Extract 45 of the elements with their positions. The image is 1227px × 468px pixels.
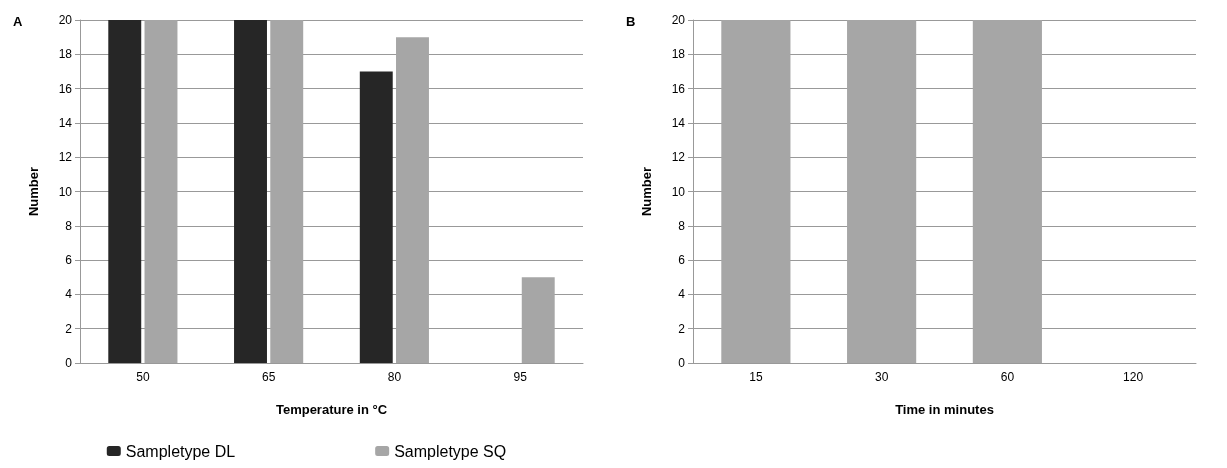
- y-tick-label: 20: [671, 13, 686, 27]
- y-tick-label: 6: [65, 253, 73, 268]
- bar: [359, 71, 393, 363]
- bar: [270, 20, 304, 363]
- y-tick-label: 16: [671, 81, 686, 96]
- x-axis-title: Temperature in °C: [275, 402, 388, 417]
- y-tick-label: 18: [671, 47, 686, 62]
- x-tick-label: 15: [749, 370, 763, 384]
- x-tick-label: 50: [136, 370, 150, 384]
- y-axis-title: Number: [26, 166, 41, 217]
- x-tick-label: 120: [1123, 370, 1144, 384]
- y-tick-label: 12: [58, 150, 73, 165]
- chart-title: B: [626, 14, 636, 29]
- y-tick-label: 10: [671, 184, 686, 199]
- y-tick-label: 0: [65, 356, 73, 370]
- y-tick-label: 14: [671, 115, 686, 130]
- bar: [521, 277, 555, 363]
- y-tick-label: 2: [678, 321, 686, 336]
- x-tick-label: 30: [874, 370, 889, 384]
- y-tick-label: 2: [65, 321, 73, 336]
- y-tick-label: 18: [58, 47, 73, 62]
- y-tick-label: 12: [671, 150, 686, 165]
- y-axis-title: Number: [639, 166, 654, 217]
- y-tick-label: 8: [678, 218, 686, 233]
- bar: [234, 20, 267, 363]
- chart-title: A: [13, 14, 23, 29]
- legend-label: Sampletype SQ: [394, 442, 507, 460]
- x-axis-title: Time in minutes: [895, 402, 994, 417]
- x-tick-label: 60: [1000, 370, 1015, 384]
- y-tick-label: 6: [678, 253, 686, 268]
- y-tick-label: 8: [65, 218, 73, 233]
- y-tick-label: 4: [678, 287, 686, 302]
- y-tick-label: 0: [678, 356, 686, 370]
- bar: [144, 20, 178, 363]
- x-tick-label: 65: [261, 370, 276, 384]
- y-tick-label: 16: [58, 81, 73, 96]
- y-tick-label: 14: [58, 115, 73, 130]
- bar: [108, 20, 142, 363]
- x-tick-label: 80: [387, 370, 402, 384]
- legend-label: Sampletype DL: [125, 442, 236, 460]
- y-tick-label: 4: [65, 287, 73, 302]
- y-tick-label: 20: [58, 13, 73, 27]
- bar: [396, 37, 429, 363]
- x-tick-label: 95: [513, 370, 528, 384]
- y-tick-label: 10: [58, 184, 73, 199]
